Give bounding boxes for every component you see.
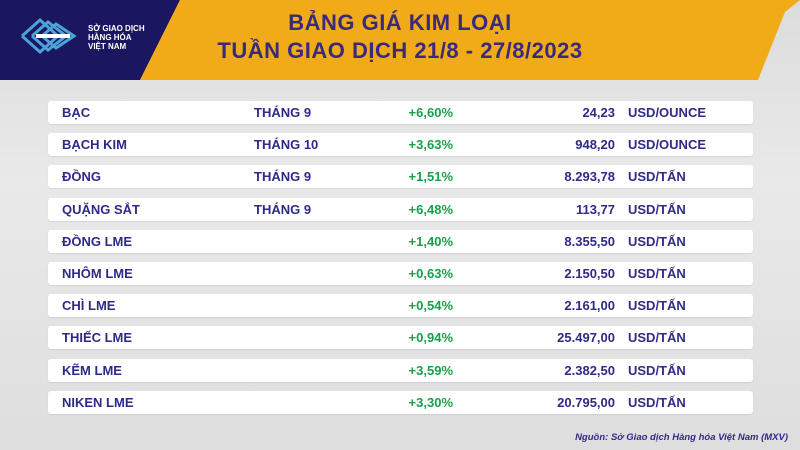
price-change: +1,40% [408, 233, 453, 249]
table-row: BẠC THÁNG 9 +6,60% 24,23 USD/OUNCE [48, 101, 753, 124]
price-unit: USD/TẤN [628, 298, 686, 314]
logo-line-2: HÀNG HÓA [88, 33, 132, 42]
price-unit: USD/TẤN [628, 394, 686, 410]
header-banner: SỞ GIAO DỊCH HÀNG HÓA VIỆT NAM BẢNG GIÁ … [0, 0, 800, 80]
price-value: 24,23 [582, 105, 615, 120]
contract-month: THÁNG 9 [254, 169, 312, 185]
table-row: THIẾC LME +0,94% 25.497,00 USD/TẤN [48, 326, 753, 350]
price-value: 2.161,00 [564, 298, 615, 314]
metal-name: NHÔM LME [62, 265, 133, 281]
metal-name: BẠCH KIM [62, 137, 127, 153]
metal-name: ĐỒNG LME [62, 233, 133, 249]
title-line-2: TUẦN GIAO DỊCH 21/8 - 27/8/2023 [217, 38, 583, 63]
contract-month: THÁNG 10 [254, 137, 319, 153]
contract-month: THÁNG 9 [254, 201, 312, 217]
title-line-1: BẢNG GIÁ KIM LOẠI [288, 10, 512, 35]
price-value: 2.150,50 [564, 265, 615, 281]
metal-name: CHÌ LME [62, 298, 116, 314]
table-row: CHÌ LME +0,54% 2.161,00 USD/TẤN [48, 294, 753, 318]
price-unit: USD/OUNCE [628, 137, 707, 153]
metal-name: NIKEN LME [62, 394, 134, 410]
price-value: 25.497,00 [557, 330, 615, 346]
page-title: BẢNG GIÁ KIM LOẠI TUẦN GIAO DỊCH 21/8 - … [190, 9, 610, 65]
table-row: NIKEN LME +3,30% 20.795,00 USD/TẤN [48, 390, 753, 414]
metal-name: ĐỒNG [62, 169, 101, 185]
banner-background [0, 0, 800, 80]
price-unit: USD/TẤN [628, 265, 686, 281]
metal-name: QUẶNG SẮT [62, 201, 140, 217]
logo-line-3: VIỆT NAM [88, 42, 127, 51]
price-value: 20.795,00 [557, 394, 615, 410]
table-row: ĐỒNG LME +1,40% 8.355,50 USD/TẤN [48, 229, 753, 253]
logo-line-1: SỞ GIAO DỊCH [88, 24, 145, 33]
logo-mark-icon [21, 17, 77, 55]
table-row: ĐỒNG THÁNG 9 +1,51% 8.293,78 USD/TẤN [48, 165, 753, 189]
price-unit: USD/TẤN [628, 201, 686, 217]
table-row: QUẶNG SẮT THÁNG 9 +6,48% 113,77 USD/TẤN [48, 197, 753, 221]
price-change: +0,54% [408, 298, 453, 314]
price-change: +0,94% [408, 330, 453, 346]
price-value: 948,20 [575, 137, 615, 153]
mxv-logo: SỞ GIAO DỊCH HÀNG HÓA VIỆT NAM [18, 14, 153, 64]
price-unit: USD/OUNCE [628, 105, 707, 120]
price-unit: USD/TẤN [628, 362, 686, 378]
metal-name: BẠC [62, 105, 91, 120]
price-value: 8.355,50 [564, 233, 615, 249]
price-change: +3,59% [408, 362, 453, 378]
price-unit: USD/TẤN [628, 233, 686, 249]
price-change: +6,60% [408, 105, 453, 120]
price-change: +0,63% [408, 265, 453, 281]
table-row: NHÔM LME +0,63% 2.150,50 USD/TẤN [48, 261, 753, 285]
metal-name: KẼM LME [62, 362, 122, 378]
metal-price-table: BẠC THÁNG 9 +6,60% 24,23 USD/OUNCE BẠCH … [48, 101, 753, 423]
table-row: KẼM LME +3,59% 2.382,50 USD/TẤN [48, 358, 753, 382]
price-change: +6,48% [408, 201, 453, 217]
price-change: +3,30% [408, 394, 453, 410]
price-unit: USD/TẤN [628, 169, 686, 185]
price-value: 2.382,50 [564, 362, 615, 378]
price-change: +3,63% [408, 137, 453, 153]
metal-name: THIẾC LME [62, 330, 133, 346]
price-unit: USD/TẤN [628, 330, 686, 346]
price-value: 8.293,78 [564, 169, 615, 185]
logo-text: SỞ GIAO DỊCH HÀNG HÓA VIỆT NAM [88, 24, 158, 51]
table-row: BẠCH KIM THÁNG 10 +3,63% 948,20 USD/OUNC… [48, 133, 753, 157]
price-value: 113,77 [575, 201, 615, 217]
price-change: +1,51% [408, 169, 453, 185]
source-note: Nguồn: Sở Giao dịch Hàng hóa Việt Nam (M… [575, 432, 788, 443]
contract-month: THÁNG 9 [254, 105, 312, 120]
